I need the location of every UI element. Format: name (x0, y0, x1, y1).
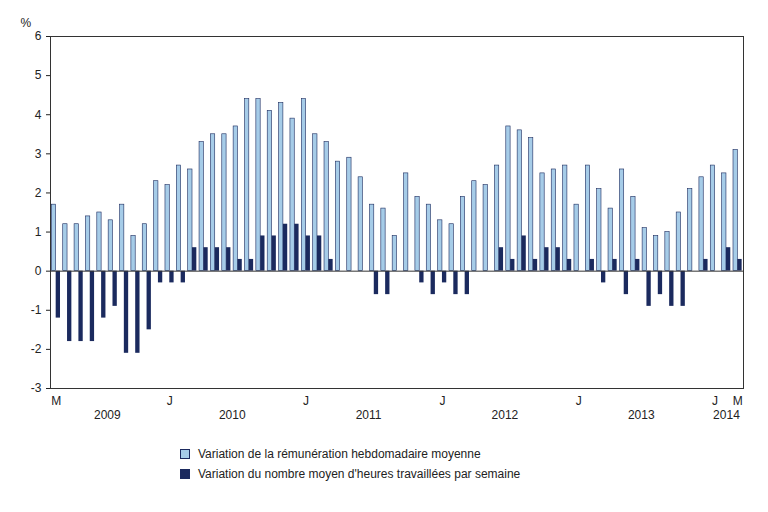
svg-text:2011: 2011 (356, 408, 382, 422)
svg-text:5: 5 (35, 68, 42, 82)
svg-text:1: 1 (35, 225, 42, 239)
svg-text:2010: 2010 (219, 408, 246, 422)
svg-text:3: 3 (35, 147, 42, 161)
svg-text:-2: -2 (31, 342, 42, 356)
svg-text:J: J (439, 394, 445, 408)
svg-text:J: J (167, 394, 173, 408)
svg-text:J: J (576, 394, 582, 408)
svg-text:4: 4 (35, 108, 42, 122)
svg-text:J: J (303, 394, 309, 408)
html-text:Variation de la rémunération h: Variation de la rémunération hebdomadair… (198, 447, 481, 461)
svg-text:%: % (21, 16, 32, 30)
svg-text:2014: 2014 (713, 408, 740, 422)
svg-text:2012: 2012 (492, 408, 519, 422)
svg-text:-1: -1 (31, 303, 42, 317)
svg-text:-3: -3 (31, 381, 42, 395)
svg-text:6: 6 (35, 29, 42, 43)
svg-text:0: 0 (35, 264, 42, 278)
html-text:Variation du nombre moyen d'he: Variation du nombre moyen d'heures trava… (198, 467, 521, 481)
svg-text:J: J (712, 394, 718, 408)
svg-text:M: M (733, 394, 743, 408)
svg-text:2009: 2009 (94, 408, 121, 422)
svg-text:2: 2 (35, 186, 42, 200)
svg-text:M: M (51, 394, 61, 408)
svg-text:2013: 2013 (628, 408, 655, 422)
